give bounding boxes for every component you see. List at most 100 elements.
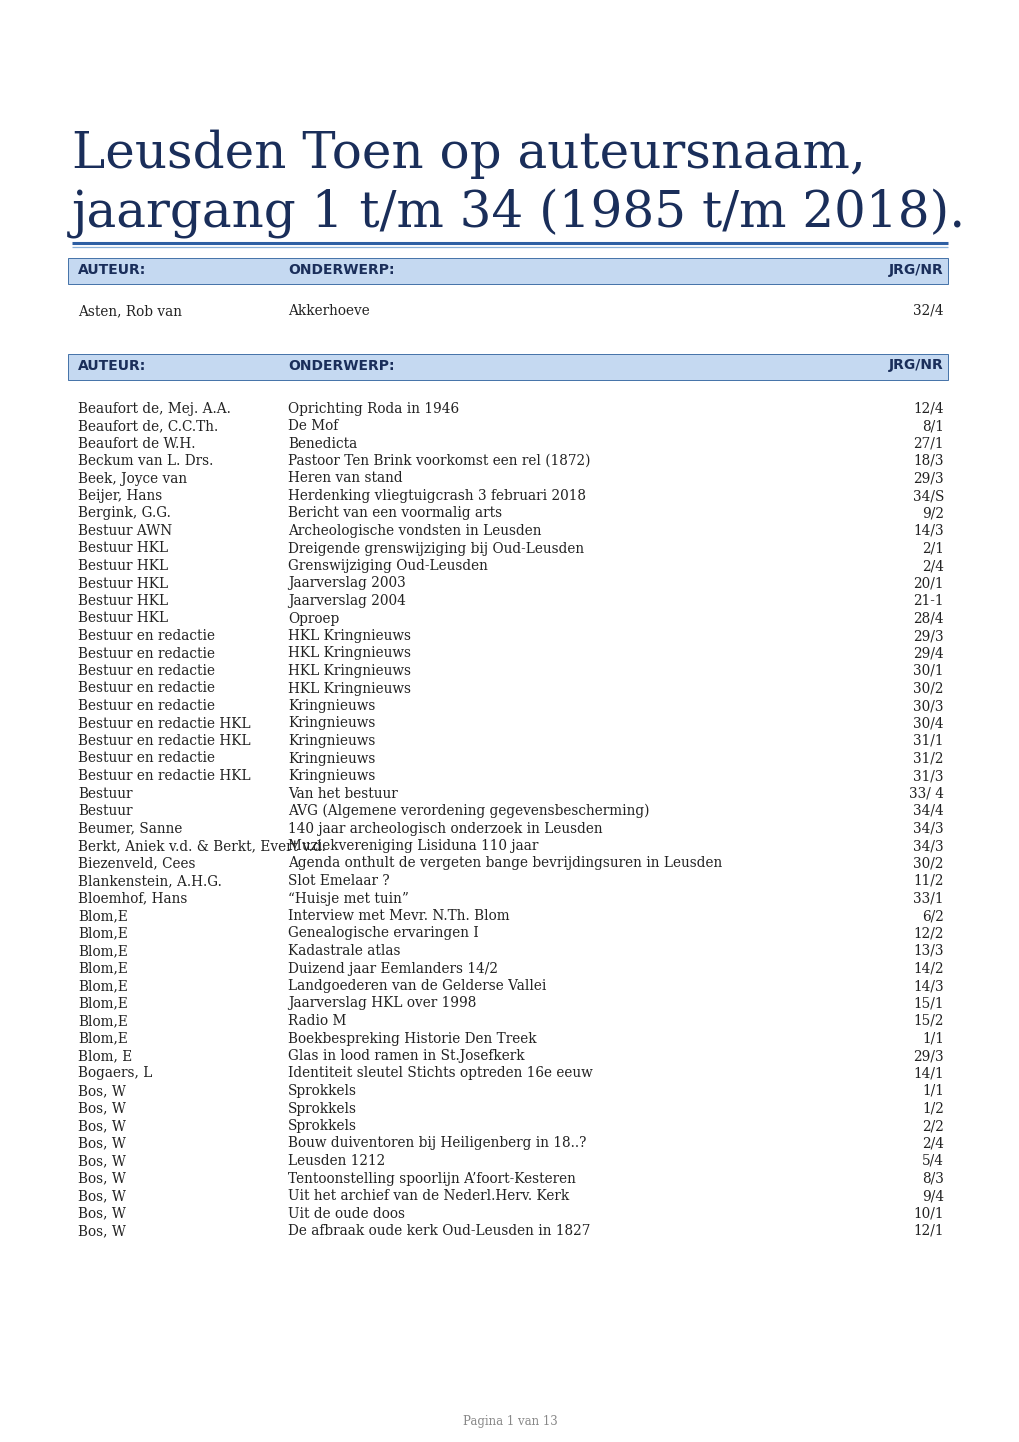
Text: Kringnieuws: Kringnieuws <box>287 717 375 731</box>
Text: 14/3: 14/3 <box>912 523 943 538</box>
Text: HKL Kringnieuws: HKL Kringnieuws <box>287 629 411 643</box>
Text: 1/1: 1/1 <box>921 1084 943 1097</box>
Text: Bos, W: Bos, W <box>77 1190 125 1203</box>
Text: Sprokkels: Sprokkels <box>287 1102 357 1116</box>
Text: Archeologische vondsten in Leusden: Archeologische vondsten in Leusden <box>287 523 541 538</box>
Text: Pagina 1 van 13: Pagina 1 van 13 <box>463 1415 556 1428</box>
Text: 11/2: 11/2 <box>913 874 943 888</box>
Text: Blom,E: Blom,E <box>77 927 127 940</box>
Text: Tentoonstelling spoorlijn A’foort-Kesteren: Tentoonstelling spoorlijn A’foort-Kester… <box>287 1171 576 1185</box>
Text: Berkt, Aniek v.d. & Berkt, Evert v.d.: Berkt, Aniek v.d. & Berkt, Evert v.d. <box>77 839 325 854</box>
Text: 21-1: 21-1 <box>913 594 943 609</box>
Text: Grenswijziging Oud-Leusden: Grenswijziging Oud-Leusden <box>287 559 487 572</box>
Text: Uit de oude doos: Uit de oude doos <box>287 1207 405 1220</box>
Text: Glas in lood ramen in St.Josefkerk: Glas in lood ramen in St.Josefkerk <box>287 1048 524 1063</box>
Text: 29/3: 29/3 <box>912 1048 943 1063</box>
Text: Bos, W: Bos, W <box>77 1207 125 1220</box>
Text: Muziekvereniging Lisiduna 110 jaar: Muziekvereniging Lisiduna 110 jaar <box>287 839 538 854</box>
Text: 34/3: 34/3 <box>912 822 943 835</box>
Text: Agenda onthult de vergeten bange bevrijdingsuren in Leusden: Agenda onthult de vergeten bange bevrijd… <box>287 857 721 871</box>
Text: De Mof: De Mof <box>287 420 338 433</box>
Text: 29/3: 29/3 <box>912 629 943 643</box>
Text: 2/4: 2/4 <box>921 1136 943 1151</box>
Text: Leusden 1212: Leusden 1212 <box>287 1154 385 1168</box>
Text: 9/2: 9/2 <box>921 506 943 521</box>
Text: 29/4: 29/4 <box>912 646 943 660</box>
Text: Oprichting Roda in 1946: Oprichting Roda in 1946 <box>287 401 459 415</box>
Text: Bestuur en redactie: Bestuur en redactie <box>77 629 215 643</box>
Text: Beaufort de, Mej. A.A.: Beaufort de, Mej. A.A. <box>77 401 230 415</box>
Text: Biezenveld, Cees: Biezenveld, Cees <box>77 857 196 871</box>
Text: Oproep: Oproep <box>287 611 339 626</box>
Text: Bestuur HKL: Bestuur HKL <box>77 611 168 626</box>
Text: Benedicta: Benedicta <box>287 437 357 450</box>
Text: Beaufort de W.H.: Beaufort de W.H. <box>77 437 196 450</box>
Text: Bestuur: Bestuur <box>77 805 132 818</box>
Text: 15/1: 15/1 <box>913 996 943 1011</box>
Text: 6/2: 6/2 <box>921 908 943 923</box>
Text: 30/3: 30/3 <box>913 699 943 712</box>
Text: 1/2: 1/2 <box>921 1102 943 1116</box>
Text: 13/3: 13/3 <box>913 945 943 957</box>
Text: Landgoederen van de Gelderse Vallei: Landgoederen van de Gelderse Vallei <box>287 979 546 994</box>
Text: Akkerhoeve: Akkerhoeve <box>287 304 370 319</box>
Text: Heren van stand: Heren van stand <box>287 472 403 486</box>
Text: Beckum van L. Drs.: Beckum van L. Drs. <box>77 454 213 469</box>
Text: ONDERWERP:: ONDERWERP: <box>287 359 394 372</box>
Text: 18/3: 18/3 <box>913 454 943 469</box>
Text: 34/S: 34/S <box>912 489 943 503</box>
Text: 33/ 4: 33/ 4 <box>908 786 943 800</box>
Text: JRG/NR: JRG/NR <box>889 359 943 372</box>
Text: Kadastrale atlas: Kadastrale atlas <box>287 945 400 957</box>
Text: Jaarverslag HKL over 1998: Jaarverslag HKL over 1998 <box>287 996 476 1011</box>
Text: Dreigende grenswijziging bij Oud-Leusden: Dreigende grenswijziging bij Oud-Leusden <box>287 542 584 555</box>
Text: 10/1: 10/1 <box>913 1207 943 1220</box>
Text: Blom,E: Blom,E <box>77 996 127 1011</box>
Text: 5/4: 5/4 <box>921 1154 943 1168</box>
Bar <box>68 258 947 284</box>
Text: 8/1: 8/1 <box>921 420 943 433</box>
Text: Bestuur HKL: Bestuur HKL <box>77 559 168 572</box>
Text: Boekbespreking Historie Den Treek: Boekbespreking Historie Den Treek <box>287 1031 536 1045</box>
Text: HKL Kringnieuws: HKL Kringnieuws <box>287 646 411 660</box>
Text: Bos, W: Bos, W <box>77 1224 125 1239</box>
Text: Jaarverslag 2003: Jaarverslag 2003 <box>287 577 406 591</box>
Text: Van het bestuur: Van het bestuur <box>287 786 397 800</box>
Text: 1/1: 1/1 <box>921 1031 943 1045</box>
Text: Beumer, Sanne: Beumer, Sanne <box>77 822 182 835</box>
Text: 140 jaar archeologisch onderzoek in Leusden: 140 jaar archeologisch onderzoek in Leus… <box>287 822 602 835</box>
Text: Herdenking vliegtuigcrash 3 februari 2018: Herdenking vliegtuigcrash 3 februari 201… <box>287 489 586 503</box>
Text: Sprokkels: Sprokkels <box>287 1084 357 1097</box>
Text: AVG (Algemene verordening gegevensbescherming): AVG (Algemene verordening gegevensbesche… <box>287 805 649 819</box>
Text: AUTEUR:: AUTEUR: <box>77 262 146 277</box>
Text: Kringnieuws: Kringnieuws <box>287 734 375 748</box>
Text: 14/2: 14/2 <box>912 962 943 975</box>
Text: Genealogische ervaringen I: Genealogische ervaringen I <box>287 927 478 940</box>
Text: Bestuur en redactie: Bestuur en redactie <box>77 646 215 660</box>
Text: 30/2: 30/2 <box>913 857 943 871</box>
Text: Kringnieuws: Kringnieuws <box>287 699 375 712</box>
Text: Blom,E: Blom,E <box>77 908 127 923</box>
Text: Bos, W: Bos, W <box>77 1136 125 1151</box>
Text: Bestuur: Bestuur <box>77 786 132 800</box>
Text: Bestuur AWN: Bestuur AWN <box>77 523 172 538</box>
Text: 9/4: 9/4 <box>921 1190 943 1203</box>
Text: Blom,E: Blom,E <box>77 979 127 994</box>
Text: Bestuur en redactie HKL: Bestuur en redactie HKL <box>77 769 251 783</box>
Text: 33/1: 33/1 <box>913 891 943 906</box>
Text: Bestuur en redactie HKL: Bestuur en redactie HKL <box>77 734 251 748</box>
Text: 34/4: 34/4 <box>912 805 943 818</box>
Text: Bestuur en redactie: Bestuur en redactie <box>77 751 215 766</box>
Text: “Huisje met tuin”: “Huisje met tuin” <box>287 891 409 906</box>
Text: Bos, W: Bos, W <box>77 1119 125 1133</box>
Text: Bloemhof, Hans: Bloemhof, Hans <box>77 891 187 906</box>
Text: Bestuur HKL: Bestuur HKL <box>77 594 168 609</box>
Text: 8/3: 8/3 <box>921 1171 943 1185</box>
Text: 34/3: 34/3 <box>912 839 943 854</box>
Text: 14/3: 14/3 <box>912 979 943 994</box>
Text: ONDERWERP:: ONDERWERP: <box>287 262 394 277</box>
Text: Bestuur en redactie: Bestuur en redactie <box>77 663 215 678</box>
Text: Bestuur en redactie HKL: Bestuur en redactie HKL <box>77 717 251 731</box>
Text: Beijer, Hans: Beijer, Hans <box>77 489 162 503</box>
Text: Pastoor Ten Brink voorkomst een rel (1872): Pastoor Ten Brink voorkomst een rel (187… <box>287 454 590 469</box>
